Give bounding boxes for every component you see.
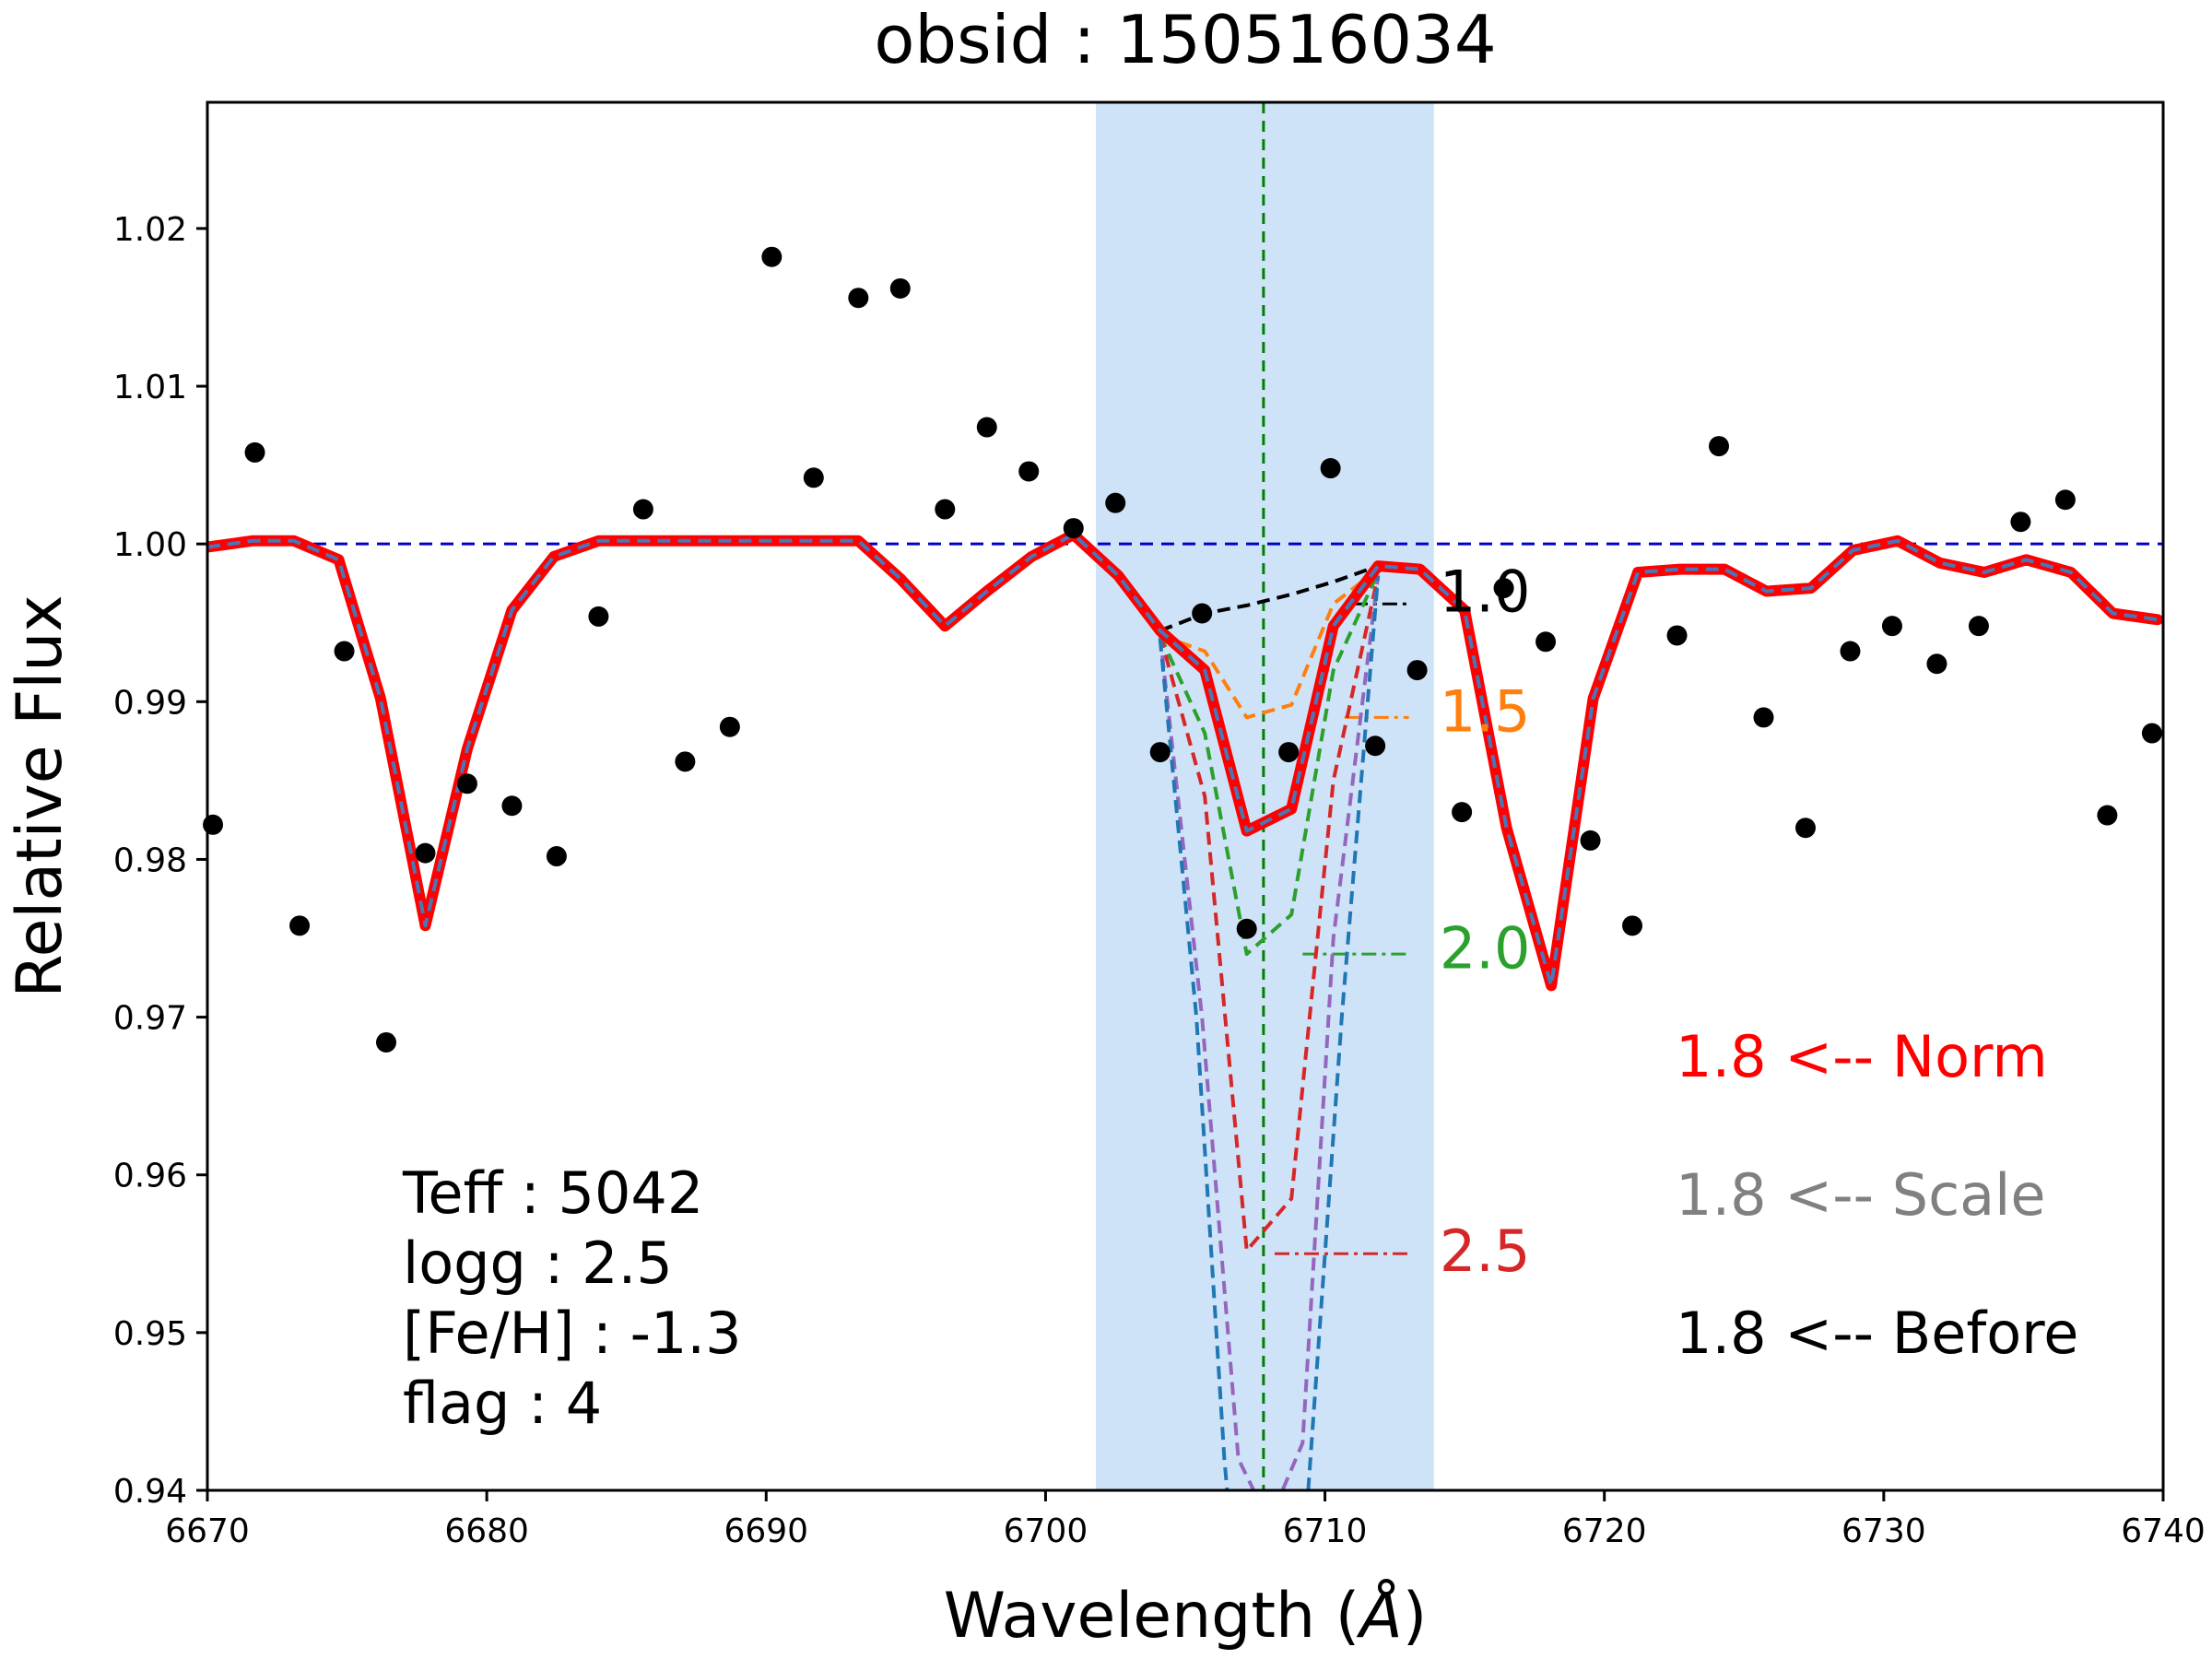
stellar-params: Teff : 5042 logg : 2.5 [Fe/H] : -1.3 fla… xyxy=(402,1159,742,1437)
x-tick-label: 6690 xyxy=(724,1512,808,1550)
observed-point xyxy=(1493,578,1514,599)
x-tick-label: 6710 xyxy=(1283,1512,1368,1550)
model-series-extra-4 xyxy=(1158,575,1381,1490)
observed-point xyxy=(2010,512,2031,533)
x-tick-label: 6680 xyxy=(444,1512,529,1550)
observed-point xyxy=(761,246,782,267)
observed-point xyxy=(1320,458,1341,479)
highlight-band xyxy=(1095,102,1434,1490)
result-before: 1.8 <-- Before xyxy=(1676,1300,2078,1367)
y-tick-label: 0.96 xyxy=(113,1158,187,1195)
series-label-1-0: 1.0 xyxy=(1440,559,1531,626)
observed-point xyxy=(1236,918,1257,939)
observed-point xyxy=(889,277,911,299)
y-tick-label: 0.99 xyxy=(113,684,187,722)
observed-point xyxy=(203,814,224,835)
model-scale-line xyxy=(207,532,2159,988)
observed-points-layer xyxy=(203,246,2162,1053)
observed-point xyxy=(456,773,477,794)
observed-point xyxy=(546,846,567,867)
observed-point xyxy=(976,417,997,438)
model-series-1-0 xyxy=(1159,564,1379,633)
observed-point xyxy=(2141,723,2162,744)
observed-point xyxy=(415,842,436,864)
y-tick-label: 1.02 xyxy=(113,211,187,249)
result-scale: 1.8 <-- Scale xyxy=(1676,1161,2046,1229)
param-feh: [Fe/H] : -1.3 xyxy=(403,1300,742,1367)
y-tick-label: 0.98 xyxy=(113,841,187,879)
observed-point xyxy=(244,441,265,463)
observed-point xyxy=(1365,735,1386,757)
model-series-layer xyxy=(1158,564,1409,1490)
x-tick-label: 6670 xyxy=(165,1512,250,1550)
observed-point xyxy=(1968,616,1989,637)
series-label-2-5: 2.5 xyxy=(1440,1218,1531,1285)
model-series-2-5 xyxy=(1158,574,1381,1253)
model-series-extra-5 xyxy=(1158,575,1381,1490)
x-tick-label: 6730 xyxy=(1841,1512,1926,1550)
observed-point xyxy=(675,751,696,772)
y-axis-ticks: 0.94 0.95 0.96 0.97 0.98 0.99 1.00 1.01 1.02 xyxy=(113,211,207,1511)
observed-point xyxy=(1794,818,1816,839)
observed-point xyxy=(1535,631,1557,653)
observed-point xyxy=(1709,436,1730,457)
y-tick-label: 1.00 xyxy=(113,526,187,564)
plot-frame xyxy=(206,100,2165,1492)
observed-point xyxy=(1580,830,1601,851)
observed-point xyxy=(719,716,740,737)
observed-point xyxy=(632,499,653,520)
observed-point xyxy=(1926,653,1947,675)
observed-point xyxy=(376,1031,397,1053)
x-tick-label: 6700 xyxy=(1004,1512,1088,1550)
observed-point xyxy=(1063,518,1084,539)
observed-point xyxy=(935,499,956,520)
observed-point xyxy=(334,641,355,662)
x-tick-label: 6740 xyxy=(2121,1512,2206,1550)
series-label-1-5: 1.5 xyxy=(1440,678,1531,746)
observed-point xyxy=(1105,492,1126,513)
chart-title: obsid : 150516034 xyxy=(874,1,1496,78)
param-teff: Teff : 5042 xyxy=(402,1159,703,1227)
observed-point xyxy=(1666,625,1688,646)
y-tick-label: 0.94 xyxy=(113,1473,187,1511)
observed-point xyxy=(1278,742,1300,763)
model-layer xyxy=(207,528,2163,992)
observed-point xyxy=(1192,603,1213,624)
observed-point xyxy=(1149,742,1171,763)
y-tick-label: 0.95 xyxy=(113,1315,187,1353)
observed-point xyxy=(1452,802,1473,823)
observed-point xyxy=(1753,707,1774,728)
model-series-2-0 xyxy=(1158,571,1381,957)
series-label-2-0: 2.0 xyxy=(1440,914,1531,982)
model-series-1-5 xyxy=(1159,568,1380,720)
observed-point xyxy=(289,915,311,936)
y-axis-label: Relative Flux xyxy=(4,594,76,997)
observed-point xyxy=(501,795,523,817)
x-axis-label: Wavelength (Å) xyxy=(944,1578,1428,1653)
x-tick-label: 6720 xyxy=(1562,1512,1647,1550)
series-labels: 1.0 1.5 2.0 2.5 xyxy=(1440,559,1531,1285)
y-tick-label: 1.01 xyxy=(113,369,187,406)
observed-point xyxy=(1622,915,1643,936)
observed-point xyxy=(1840,641,1861,662)
observed-point xyxy=(2097,805,2118,826)
param-logg: logg : 2.5 xyxy=(403,1230,673,1297)
observed-point xyxy=(1018,461,1040,482)
result-norm: 1.8 <-- Norm xyxy=(1676,1023,2048,1090)
x-axis-ticks: 6670 6680 6690 6700 6710 6720 6730 6740 xyxy=(165,1490,2206,1550)
result-labels: 1.8 <-- Norm 1.8 <-- Scale 1.8 <-- Befor… xyxy=(1676,1023,2078,1367)
param-flag: flag : 4 xyxy=(403,1370,602,1437)
observed-point xyxy=(1406,660,1428,681)
observed-point xyxy=(848,288,869,309)
observed-point xyxy=(1881,616,1902,637)
observed-point xyxy=(588,606,609,627)
observed-point xyxy=(2054,489,2076,511)
y-tick-label: 0.97 xyxy=(113,1000,187,1038)
observed-point xyxy=(803,467,824,488)
